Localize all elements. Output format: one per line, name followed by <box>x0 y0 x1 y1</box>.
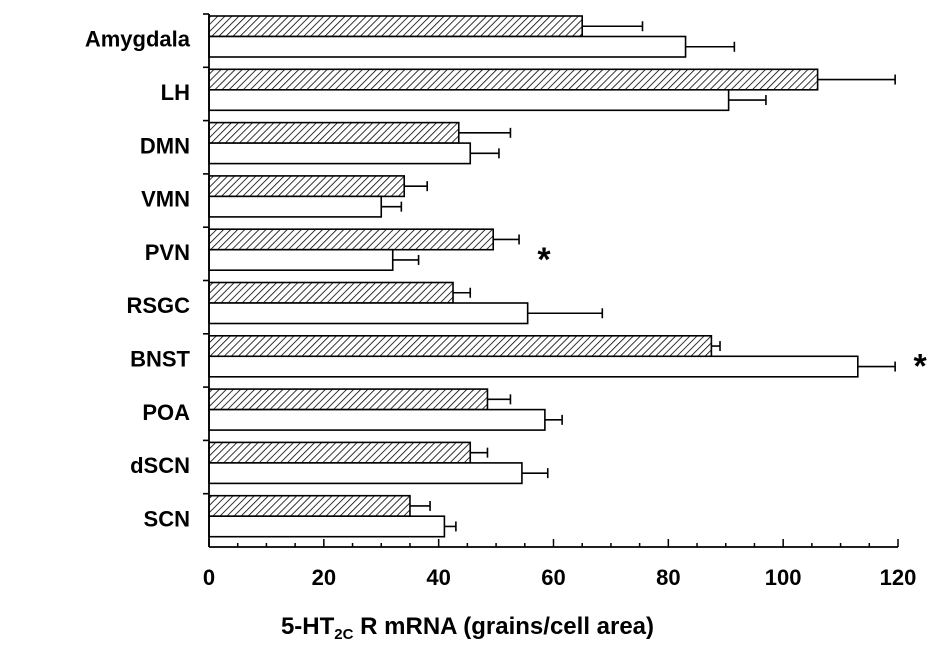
axes-layer <box>203 13 899 548</box>
x-tick-label: 20 <box>312 565 336 590</box>
bar-white-RSGC <box>208 302 529 325</box>
x-tick-label: 100 <box>765 565 802 590</box>
category-label-SCN: SCN <box>144 506 190 531</box>
bar-white-VMN <box>208 195 383 218</box>
bar-white-Amygdala <box>208 35 687 58</box>
bar-white-POA <box>208 408 546 431</box>
bar-white-SCN <box>208 515 446 538</box>
bar-hatched-SCN <box>208 494 411 518</box>
x-tick-label: 60 <box>541 565 565 590</box>
category-label-VMN: VMN <box>141 187 190 212</box>
x-axis-title: 5-HT2C R mRNA (grains/cell area) <box>0 613 935 643</box>
bar-white-LH <box>208 89 730 112</box>
category-label-LH: LH <box>161 80 190 105</box>
bar-white-BNST <box>208 355 859 378</box>
bar-layer <box>208 15 896 538</box>
category-label-BNST: BNST <box>130 346 190 371</box>
x-tick-label: 0 <box>203 565 215 590</box>
category-label-RSGC: RSGC <box>126 293 190 318</box>
x-axis-title-rest: R mRNA (grains/cell area) <box>353 613 655 640</box>
significance-marker-PVN: * <box>537 241 551 279</box>
significance-marker-BNST: * <box>914 347 928 385</box>
label-layer: Amygdala LH DMN VMN PVN RSGC BNST POA dSCN SCN 0 20… <box>85 27 928 590</box>
x-tick-label: 80 <box>656 565 680 590</box>
x-axis-title-main: 5-HT <box>280 613 335 640</box>
x-tick-label: 40 <box>426 565 450 590</box>
category-label-Amygdala: Amygdala <box>85 27 191 52</box>
x-axis-title-subscript: 2C <box>334 626 354 643</box>
category-label-PVN: PVN <box>145 240 190 265</box>
x-tick-label: 120 <box>880 565 917 590</box>
bar-hatched-POA <box>208 388 489 411</box>
category-label-POA: POA <box>142 400 190 425</box>
bar-hatched-VMN <box>208 175 406 198</box>
bar-hatched-BNST <box>208 334 713 358</box>
bar-hatched-PVN <box>208 228 495 251</box>
bar-hatched-RSGC <box>208 281 454 304</box>
bar-white-PVN <box>208 248 394 271</box>
bar-hatched-LH <box>208 68 819 91</box>
bar-white-dSCN <box>208 462 523 485</box>
category-label-DMN: DMN <box>140 133 190 158</box>
bar-hatched-Amygdala <box>208 15 584 38</box>
bar-hatched-dSCN <box>208 441 472 464</box>
category-label-dSCN: dSCN <box>130 453 190 478</box>
bar-white-DMN <box>208 142 472 165</box>
bar-hatched-DMN <box>208 121 460 144</box>
